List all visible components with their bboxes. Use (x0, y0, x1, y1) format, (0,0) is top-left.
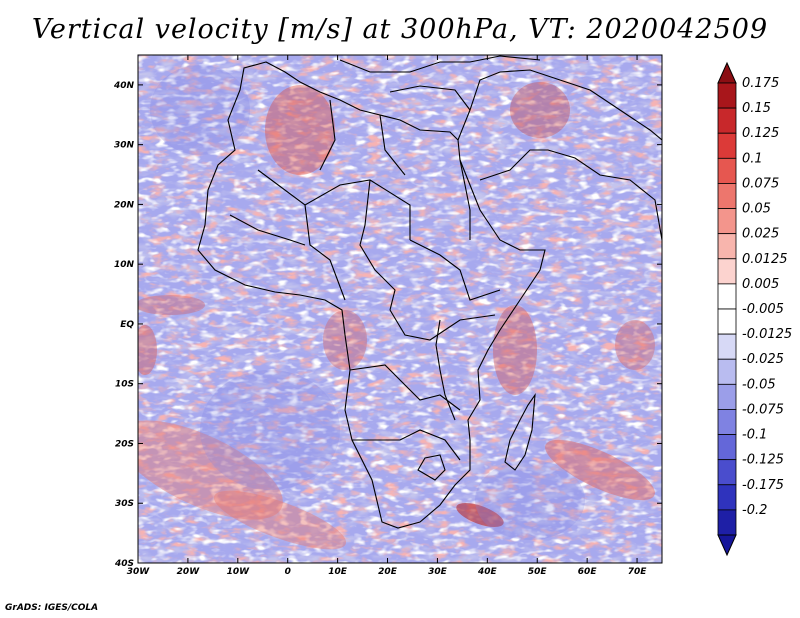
lon-tick-label: 70E (628, 567, 648, 577)
colorbar-label: 0.05 (742, 202, 771, 217)
lat-tick-label: 30N (114, 141, 135, 151)
colorbar-label: -0.005 (742, 302, 784, 317)
footer-credit: GrADS: IGES/COLA (5, 603, 99, 613)
colorbar-label: 0.025 (742, 227, 779, 242)
colorbar-swatch (717, 409, 737, 435)
colorbar-swatch (717, 157, 737, 184)
lon-tick-label: 10E (328, 567, 348, 577)
lat-tick-label: 20S (115, 439, 134, 449)
colorbar-label: -0.075 (742, 402, 784, 417)
plot-frame (137, 54, 663, 564)
lat-tick-label: 40S (114, 559, 134, 569)
lat-tick-label: 30S (115, 499, 134, 509)
lon-tick-label: 50E (528, 567, 548, 577)
colorbar-label: 0.15 (742, 101, 771, 116)
colorbar-swatch (717, 358, 737, 385)
colorbar-label: -0.05 (742, 377, 776, 392)
colorbar-label: -0.025 (742, 352, 784, 367)
colorbar-swatch (717, 308, 737, 335)
lon-tick-label: 60E (578, 567, 598, 577)
colorbar-swatch (717, 509, 737, 536)
coastlines (197, 55, 662, 529)
colorbar-swatch (717, 233, 737, 260)
map-axes: 30W 20W 10W 0 10E 20E 30E 40E 50E 60E 70E 40N 30N 20N… (113, 55, 662, 577)
map-title: Vertical velocity [m/s] at 300hPa, VT: 2… (31, 14, 769, 45)
colorbar-top-arrow (717, 61, 737, 84)
lon-tick-label: 20W (177, 567, 201, 577)
colorbar-label: 0.1 (742, 151, 763, 166)
colorbar-swatch (717, 82, 737, 109)
lon-tick-label: 0 (285, 567, 291, 577)
lon-tick-label: 40E (477, 567, 498, 577)
colorbar-label: -0.175 (742, 478, 784, 493)
colorbar-swatch (717, 484, 737, 511)
colorbar: 0.175 0.15 0.125 0.1 0.075 0.05 0.025 0.0125 0.0… (717, 61, 792, 557)
colorbar-swatch (717, 107, 737, 134)
colorbar-swatch (717, 183, 737, 209)
lon-tick-label: 10W (227, 567, 251, 577)
colorbar-label: 0.0125 (742, 252, 788, 267)
lat-tick-label: 40N (113, 81, 135, 91)
colorbar-label: -0.125 (742, 453, 784, 468)
lon-tick-label: 20E (378, 567, 398, 577)
colorbar-swatch (717, 208, 737, 235)
colorbar-swatch (717, 434, 737, 461)
colorbar-swatch (717, 383, 737, 410)
colorbar-swatch (717, 333, 737, 360)
colorbar-label: 0.175 (742, 76, 779, 91)
lat-tick-label: 10N (114, 260, 135, 270)
colorbar-label: -0.0125 (742, 327, 792, 342)
colorbar-label: -0.2 (742, 503, 767, 518)
colorbar-bottom-arrow (717, 534, 737, 557)
colorbar-label: 0.005 (742, 277, 779, 292)
colorbar-label: -0.1 (742, 428, 767, 443)
lat-tick-label: 10S (115, 380, 134, 390)
colorbar-label: 0.075 (742, 176, 779, 191)
lat-tick-label: 20N (114, 200, 135, 210)
colorbar-swatch (717, 132, 737, 159)
colorbar-swatch (717, 258, 737, 285)
lon-tick-label: 30E (428, 567, 448, 577)
colorbar-swatch (717, 459, 737, 486)
colorbar-label: 0.125 (742, 126, 779, 141)
velocity-field (138, 55, 662, 563)
lon-tick-label: 30W (127, 567, 151, 577)
lat-tick-label: EQ (120, 320, 134, 330)
colorbar-swatch (717, 283, 737, 310)
